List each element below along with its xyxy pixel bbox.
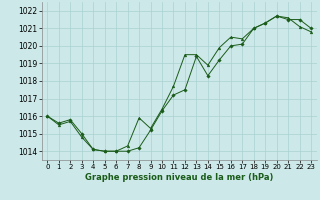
X-axis label: Graphe pression niveau de la mer (hPa): Graphe pression niveau de la mer (hPa) xyxy=(85,173,273,182)
